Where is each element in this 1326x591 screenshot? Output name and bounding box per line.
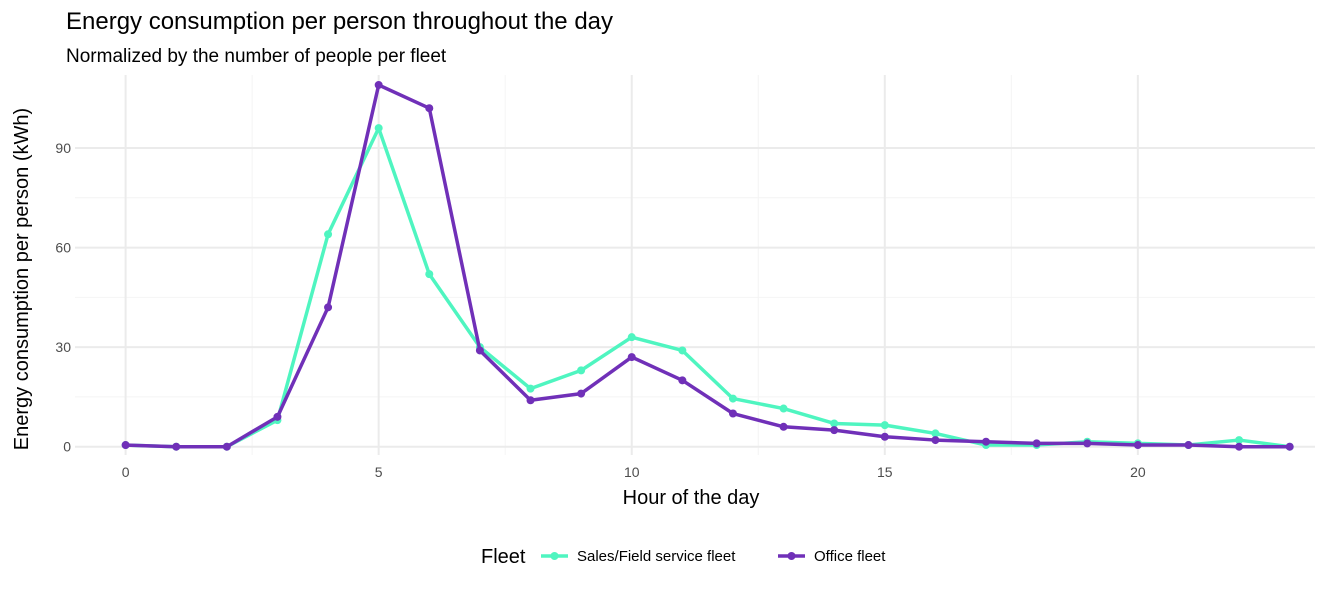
x-tick-label: 0 [122, 464, 130, 480]
x-tick-label: 5 [375, 464, 383, 480]
data-point [880, 432, 889, 441]
x-axis-label: Hour of the day [623, 487, 760, 509]
legend: Fleet Sales/Field service fleet Office fl… [481, 546, 886, 568]
series-line [123, 83, 1292, 449]
x-tick-label: 10 [624, 464, 640, 480]
data-point [779, 404, 788, 413]
data-point [1235, 442, 1244, 451]
data-point [627, 353, 636, 362]
data-point [526, 396, 535, 405]
data-point [1235, 436, 1244, 445]
legend-label: Office fleet [814, 548, 886, 565]
data-point [1032, 439, 1041, 448]
series-2 [121, 80, 1294, 451]
data-point [678, 346, 687, 355]
chart-title: Energy consumption per person throughout… [66, 8, 614, 35]
legend-title: Fleet [481, 546, 526, 568]
data-point [121, 441, 130, 450]
y-axis-label: Energy consumption per person (kWh) [11, 108, 33, 450]
data-point [880, 421, 889, 430]
data-point [222, 442, 231, 451]
legend-item-1: Sales/Field service fleet [541, 548, 736, 565]
data-point [931, 436, 940, 445]
legend-item-2: Office fleet [778, 548, 886, 565]
data-point [931, 429, 940, 438]
data-point [425, 270, 434, 279]
data-point [577, 366, 586, 375]
data-point [1133, 441, 1142, 450]
data-point [374, 80, 383, 89]
data-point [779, 422, 788, 431]
data-point [982, 437, 991, 446]
legend-key-point [550, 552, 559, 560]
data-point [728, 394, 737, 403]
grid-lines [75, 75, 1315, 455]
data-point [678, 376, 687, 385]
data-point [1184, 441, 1193, 450]
x-tick-label: 15 [877, 464, 893, 480]
data-point [324, 303, 333, 312]
legend-label: Sales/Field service fleet [577, 548, 736, 565]
y-tick-label: 0 [63, 439, 71, 455]
chart-subtitle: Normalized by the number of people per f… [66, 46, 447, 67]
data-point [526, 384, 535, 393]
data-point [475, 346, 484, 355]
data-point [728, 409, 737, 418]
data-point [374, 124, 383, 133]
x-axis-ticks: 0 5 10 15 20 [122, 464, 1146, 480]
data-point [172, 442, 181, 451]
y-tick-label: 30 [55, 339, 71, 355]
legend-key-point [787, 552, 796, 560]
data-point [627, 333, 636, 342]
y-tick-label: 90 [55, 140, 71, 156]
y-tick-label: 60 [55, 240, 71, 256]
data-point [830, 426, 839, 435]
data-point [577, 389, 586, 398]
data-point [1083, 439, 1092, 448]
data-point [425, 104, 434, 113]
data-point [273, 412, 282, 421]
y-axis-ticks: 0 30 60 90 [55, 140, 71, 455]
data-point [830, 419, 839, 428]
data-series [121, 80, 1294, 451]
data-point [1285, 442, 1294, 451]
series-1 [121, 124, 1294, 451]
x-tick-label: 20 [1130, 464, 1146, 480]
data-point [324, 230, 333, 239]
